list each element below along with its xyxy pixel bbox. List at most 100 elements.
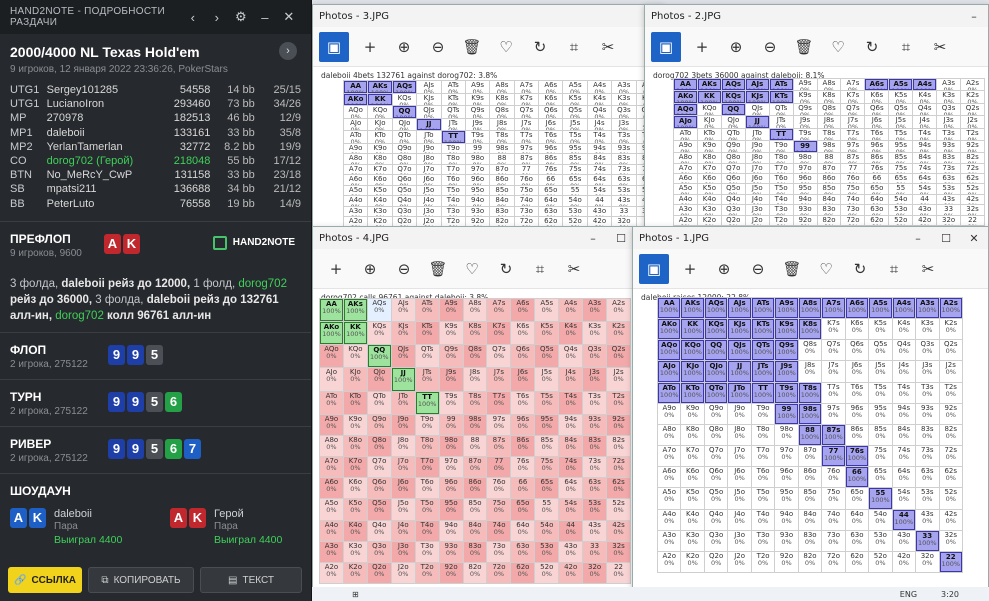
crop-icon[interactable]: ⌗ (569, 37, 579, 56)
image-icon[interactable]: ▣ (651, 31, 681, 62)
link-button[interactable]: 🔗 ССЫЛКА (8, 567, 82, 593)
zoom-in-icon[interactable]: ⊕ (717, 259, 731, 278)
plus-icon[interactable]: + (329, 259, 343, 278)
range-cell: K3s 0% (612, 93, 636, 106)
panel-titlebar: HAND2NOTE - ПОДРОБНОСТИ РАЗДАЧИ ‹ › ⚙ – … (0, 0, 311, 34)
crop-icon[interactable]: ⌗ (889, 259, 899, 278)
range-cell: A3s 0% (612, 81, 636, 93)
trash-icon[interactable]: 🗑 (428, 259, 448, 278)
range-cell: K5s 0% (869, 319, 892, 340)
lang-indicator[interactable]: ENG (899, 589, 918, 599)
document-icon: ▤ (228, 574, 238, 586)
edit-icon[interactable]: ✂ (921, 259, 935, 278)
range-cell: 220% (961, 215, 984, 225)
player-row[interactable]: BTN No_MeRcY_CwP 131158 33 bb 23/18 (10, 169, 301, 182)
windows-icon[interactable]: ⊞ (352, 589, 359, 599)
range-cell: AJs 0% (417, 81, 441, 93)
range-cell: KJo 100% (681, 361, 704, 382)
player-row[interactable]: SB mpatsi211 136688 34 bb 21/12 (10, 183, 301, 196)
edit-icon[interactable]: ✂ (567, 259, 581, 278)
zoom-out-icon[interactable]: ⊖ (397, 259, 411, 278)
next-hand-button[interactable]: › (214, 9, 220, 25)
text-button[interactable]: ▤ ТЕКСТ (200, 567, 302, 593)
card: A (10, 507, 27, 528)
crop-icon[interactable]: ⌗ (535, 259, 545, 278)
player-row[interactable]: BB PeterLuto 76558 19 bb 14/9 (10, 197, 301, 210)
player-row[interactable]: MP1 daleboii 133161 33 bb 35/8 (10, 126, 301, 139)
trash-icon[interactable]: 🗑 (794, 37, 814, 56)
player-row[interactable]: UTG1 LucianoIron 293460 73 bb 34/26 (10, 98, 301, 111)
rotate-icon[interactable]: ↻ (499, 259, 513, 278)
range-cell: K6s 0% (539, 93, 563, 106)
player-row-hero[interactable]: CO dorog702 (Герой) 218048 55 bb 17/12 (10, 155, 301, 168)
image-icon[interactable]: ▣ (639, 253, 669, 284)
zoom-out-icon[interactable]: ⊖ (763, 37, 777, 56)
plus-icon[interactable]: + (683, 259, 697, 278)
heart-icon[interactable]: ♡ (499, 37, 513, 56)
range-cell: J4s 0% (892, 361, 916, 382)
image-icon[interactable]: ▣ (319, 31, 349, 62)
range-cell: J6s 0% (845, 361, 869, 382)
chevron-right-icon[interactable]: › (279, 42, 297, 60)
zoom-in-icon[interactable]: ⊕ (729, 37, 743, 56)
trash-icon[interactable]: 🗑 (782, 259, 802, 278)
range-cell: Q9s 0% (465, 106, 490, 118)
hand2note-logo: HAND2NOTE (212, 235, 295, 250)
player-row[interactable]: MP 270978 182513 46 bb 12/9 (10, 112, 301, 125)
range-cell: Q3s 0% (916, 340, 939, 361)
rotate-icon[interactable]: ↻ (865, 37, 879, 56)
player-row[interactable]: UTG1 Sergey101285 54558 14 bb 25/15 (10, 84, 301, 97)
range-cell: Q5s 0% (535, 345, 559, 368)
gear-icon[interactable]: ⚙ (235, 9, 247, 24)
crop-icon[interactable]: ⌗ (901, 37, 911, 56)
showdown-title: ШОУДАУН (10, 483, 71, 498)
zoom-out-icon[interactable]: ⊖ (751, 259, 765, 278)
trash-icon[interactable]: 🗑 (462, 37, 482, 56)
zoom-out-icon[interactable]: ⊖ (431, 37, 445, 56)
close-icon[interactable]: ✕ (283, 9, 295, 24)
rotate-icon[interactable]: ↻ (533, 37, 547, 56)
photos-window-1: Photos - 1.JPG–☐✕ ▣+⊕⊖🗑♡↻⌗✂ daleboii rai… (632, 226, 989, 588)
edit-icon[interactable]: ✂ (601, 37, 615, 56)
plus-icon[interactable]: + (363, 37, 377, 56)
zoom-in-icon[interactable]: ⊕ (363, 259, 377, 278)
player-row[interactable]: MP2 YerlanTamerlan 32772 8.2 bb 19/9 (10, 140, 301, 153)
minimize-button[interactable]: – (261, 9, 269, 25)
range-cell: Q3s 0% (937, 103, 961, 116)
range-cell: T7s 0% (514, 131, 539, 143)
heart-icon[interactable]: ♡ (465, 259, 479, 278)
edit-icon[interactable]: ✂ (933, 37, 947, 56)
zoom-in-icon[interactable]: ⊕ (397, 37, 411, 56)
range-cell: AQo 0% (344, 106, 368, 118)
heart-icon[interactable]: ♡ (819, 259, 833, 278)
prev-hand-button[interactable]: ‹ (190, 9, 196, 25)
heart-icon[interactable]: ♡ (831, 37, 845, 56)
copy-button[interactable]: ⧉ КОПИРОВАТЬ (88, 567, 194, 593)
plus-icon[interactable]: + (695, 37, 709, 56)
rotate-icon[interactable]: ↻ (853, 259, 867, 278)
